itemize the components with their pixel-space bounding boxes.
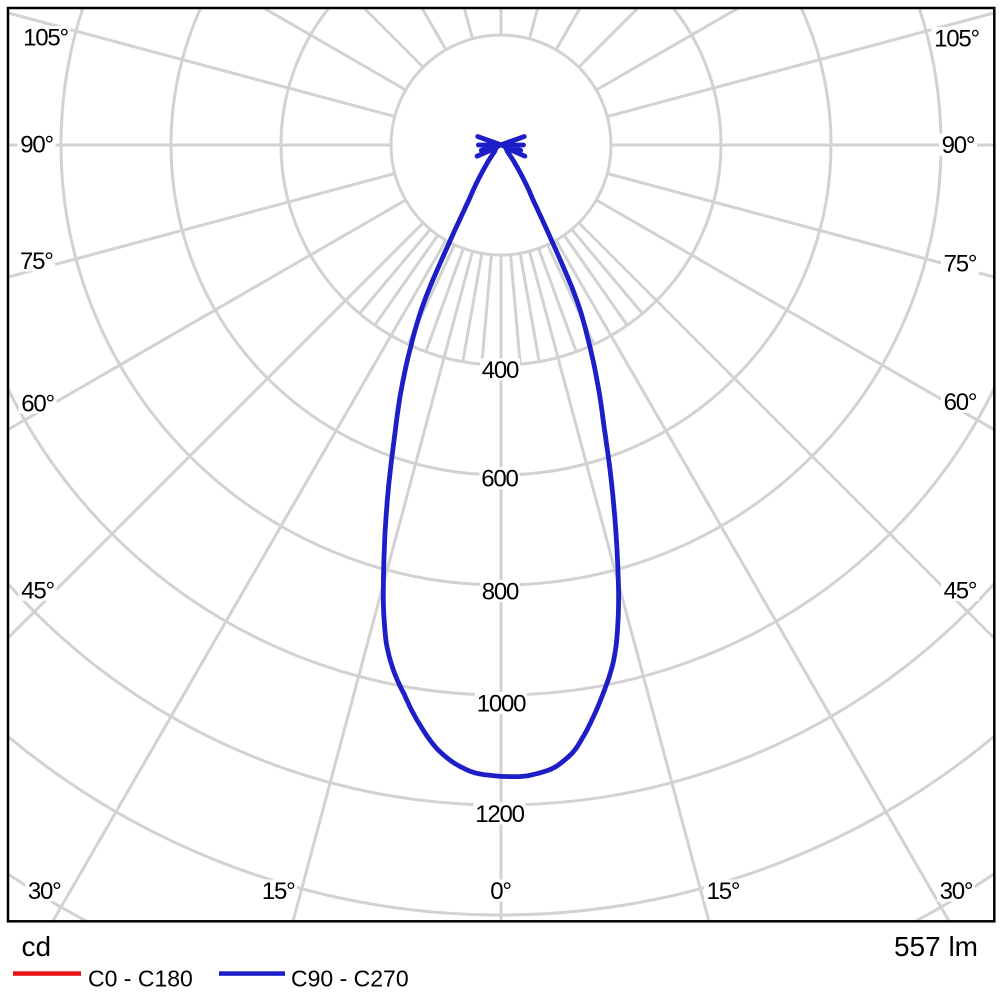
svg-text:15°: 15° [707,878,740,905]
svg-text:90°: 90° [942,132,975,159]
svg-text:45°: 45° [944,578,977,605]
svg-text:0°: 0° [490,878,511,905]
svg-text:90°: 90° [20,132,53,159]
svg-text:C90 - C270: C90 - C270 [291,966,409,992]
svg-text:1200: 1200 [475,801,524,828]
svg-text:105°: 105° [934,26,979,53]
svg-text:400: 400 [482,357,519,384]
svg-text:557 lm: 557 lm [894,931,978,962]
svg-text:600: 600 [481,466,518,493]
svg-text:75°: 75° [20,248,53,275]
svg-text:C0 - C180: C0 - C180 [88,966,193,992]
svg-text:60°: 60° [21,390,54,417]
svg-text:45°: 45° [21,578,54,605]
svg-text:75°: 75° [944,251,977,278]
svg-text:105°: 105° [23,25,68,52]
svg-text:15°: 15° [262,878,295,905]
svg-text:60°: 60° [944,389,977,416]
svg-text:cd: cd [22,931,52,962]
svg-text:1000: 1000 [477,691,526,718]
svg-text:800: 800 [482,579,519,606]
svg-text:30°: 30° [28,878,61,905]
svg-text:30°: 30° [940,878,973,905]
